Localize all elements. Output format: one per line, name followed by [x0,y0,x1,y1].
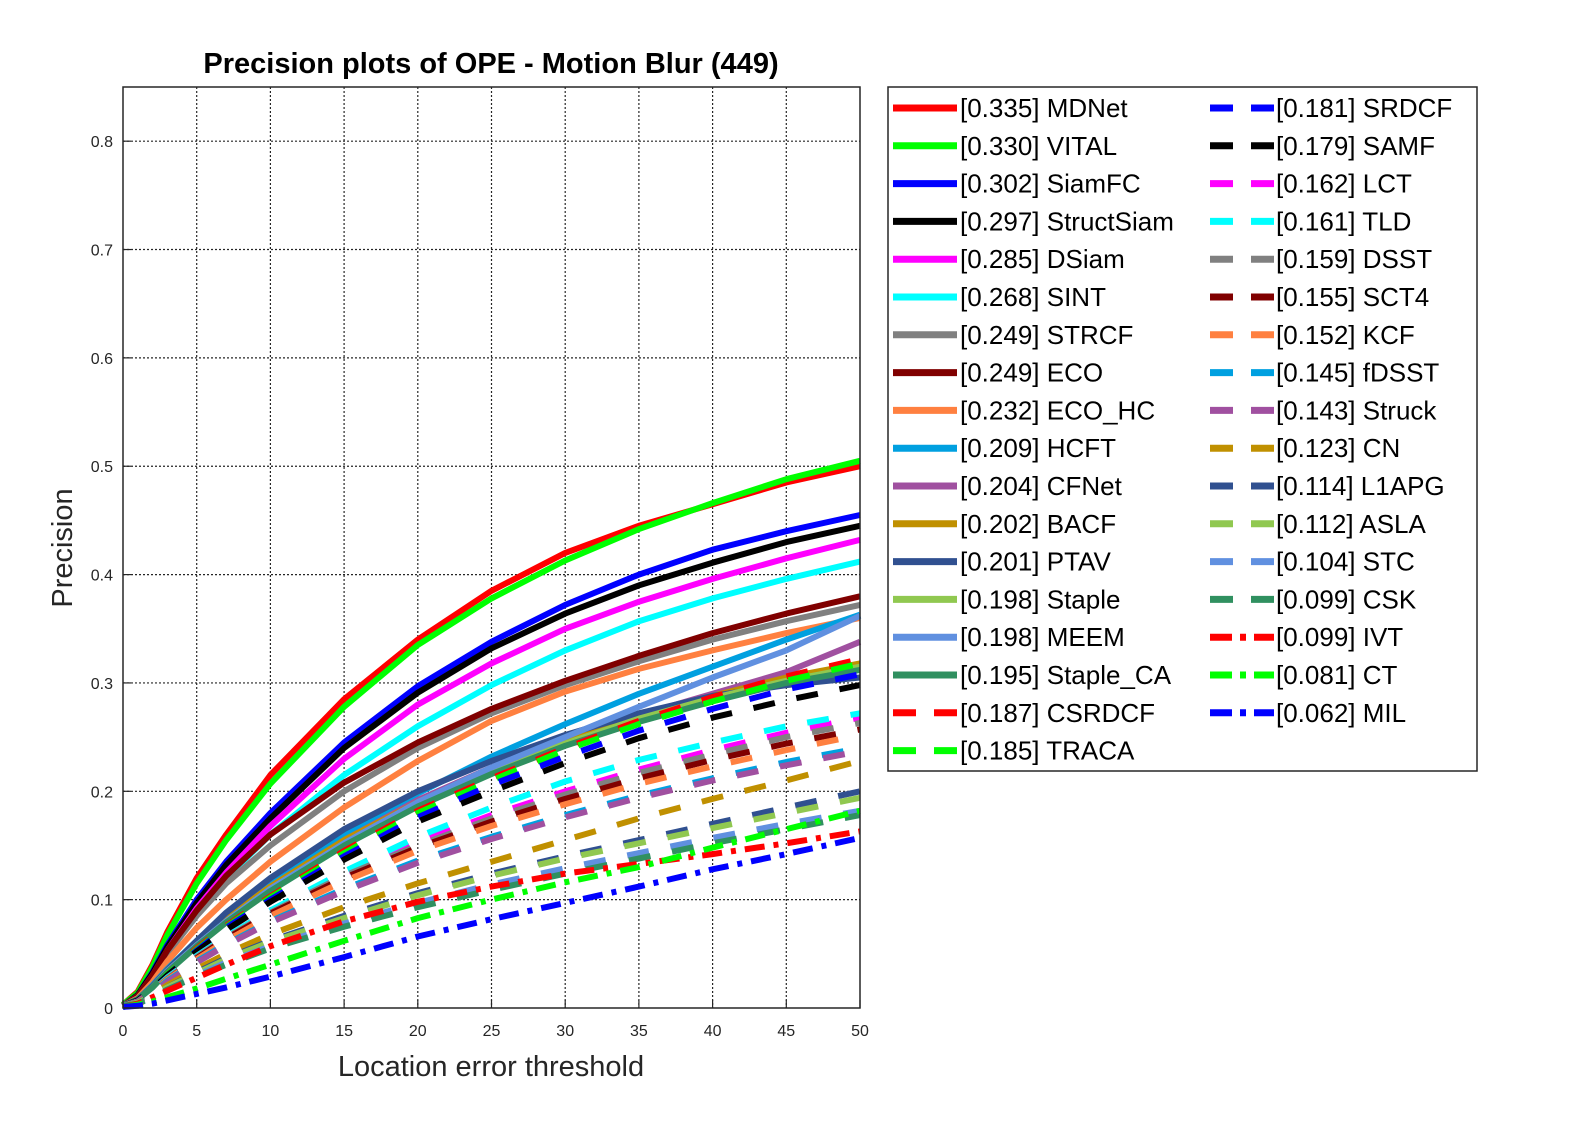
series-line [121,457,861,1008]
y-tick-label: 0.1 [91,893,113,910]
series-line [122,710,861,1009]
legend-label: [0.209] HCFT [960,433,1116,463]
series-line [122,720,861,1009]
legend-label: [0.161] TLD [1276,206,1411,236]
series-line [122,807,861,1010]
x-tick-label: 5 [192,1023,201,1040]
legend-label: [0.162] LCT [1276,169,1412,199]
x-tick-label: 35 [630,1023,648,1040]
legend-label: [0.123] CN [1276,433,1400,463]
y-tick-label: 0.8 [91,134,113,151]
series-lines [121,457,862,1010]
series-line [121,614,861,1009]
legend-label: [0.249] ECO [960,358,1103,388]
legend-box [887,86,1478,772]
legend-label: [0.302] SiamFC [960,169,1141,199]
legend-label: [0.204] CFNet [960,471,1123,501]
x-tick-label: 0 [119,1023,128,1040]
series-line [122,807,861,1009]
legend: [0.335] MDNet [0.330] VITAL [0.302] SiamFC… [893,93,1452,766]
legend-label: [0.195] Staple_CA [960,660,1172,690]
y-tick-label: 0.6 [91,351,113,368]
y-axis-ticks: 0 0.1 0.2 0.3 0.4 0.5 0.6 0.7 0.8 [91,134,131,1018]
legend-label: [0.185] TRACA [960,736,1135,766]
y-tick-label: 0.2 [91,784,113,801]
legend-label: [0.099] IVT [1276,622,1403,652]
legend-label: [0.187] CSRDCF [960,698,1155,728]
legend-label: [0.155] SCT4 [1276,282,1429,312]
y-tick-label: 0.7 [91,243,113,260]
x-axis-label: Location error threshold [338,1051,644,1083]
legend-label: [0.249] STRCF [960,320,1133,350]
x-tick-label: 15 [335,1023,353,1040]
y-tick-label: 0.5 [91,459,113,476]
y-tick-label: 0 [104,1001,113,1018]
legend-label: [0.198] MEEM [960,622,1125,652]
x-tick-label: 40 [704,1023,722,1040]
x-tick-label: 45 [777,1023,795,1040]
legend-label: [0.181] SRDCF [1276,93,1452,123]
legend-label: [0.114] L1APG [1276,471,1445,501]
legend-label: [0.099] CSK [1276,584,1417,614]
legend-label: [0.285] DSiam [960,244,1125,274]
series-line [122,714,861,1009]
series-line [122,732,861,1009]
series-line [121,666,861,1009]
legend-label: [0.198] Staple [960,584,1120,614]
x-tick-label: 10 [262,1023,280,1040]
x-tick-label: 50 [851,1023,869,1040]
legend-label: [0.330] VITAL [960,131,1117,161]
legend-label: [0.297] StructSiam [960,206,1174,236]
series-line [121,593,861,1009]
legend-label: [0.201] PTAV [960,547,1111,577]
chart-title: Precision plots of OPE - Motion Blur (44… [203,48,778,80]
legend-label: [0.145] fDSST [1276,358,1439,388]
legend-label: [0.081] CT [1276,660,1398,690]
series-line [122,794,861,1009]
series-line [122,812,861,1009]
legend-label: [0.152] KCF [1276,320,1415,350]
x-tick-label: 30 [556,1023,574,1040]
x-tick-label: 20 [409,1023,427,1040]
legend-label: [0.179] SAMF [1276,131,1435,161]
x-tick-label: 25 [483,1023,501,1040]
x-axis-ticks: 0 5 10 15 20 25 30 35 40 45 50 [119,1000,869,1040]
y-tick-label: 0.4 [91,568,113,585]
legend-label: [0.062] MIL [1276,698,1406,728]
legend-label: [0.202] BACF [960,509,1116,539]
y-axis-label: Precision [47,488,79,607]
legend-label: [0.159] DSST [1276,244,1432,274]
legend-label: [0.232] ECO_HC [960,395,1155,425]
legend-label: [0.268] SINT [960,282,1106,312]
series-line [122,726,861,1009]
legend-label: [0.335] MDNet [960,93,1128,123]
series-line [121,682,861,1009]
legend-label: [0.143] Struck [1276,395,1437,425]
y-tick-label: 0.3 [91,676,113,693]
legend-label: [0.112] ASLA [1276,509,1427,539]
series-line [122,834,861,1010]
legend-label: [0.104] STC [1276,547,1415,577]
